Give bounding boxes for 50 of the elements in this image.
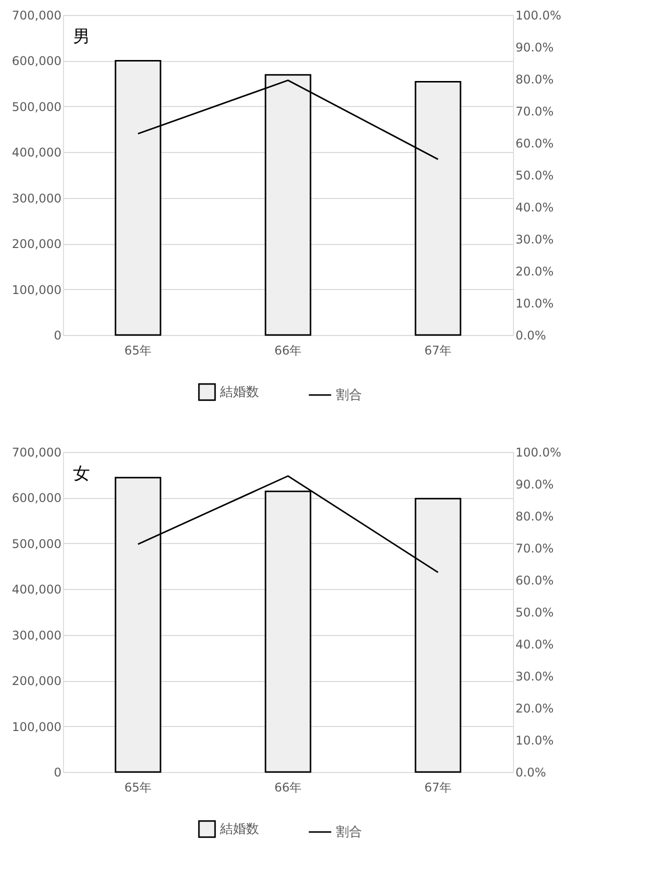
y2-tick-label: 0.0% xyxy=(516,766,546,780)
y2-tick-label: 70.0% xyxy=(516,542,554,556)
y2-tick-label: 40.0% xyxy=(516,200,554,214)
x-tick-label: 67年 xyxy=(424,780,452,794)
y-tick-label: 500,000 xyxy=(12,536,62,551)
y-tick-label: 600,000 xyxy=(12,54,62,68)
y2-tick-label: 20.0% xyxy=(516,264,554,278)
y2-tick-label: 80.0% xyxy=(516,510,554,524)
y2-tick-label: 80.0% xyxy=(516,72,554,86)
legend-label: 結婚数 xyxy=(219,822,259,837)
y2-tick-label: 100.0% xyxy=(516,446,562,460)
y-tick-label: 700,000 xyxy=(12,8,62,22)
y2-tick-label: 40.0% xyxy=(516,638,554,652)
y-tick-label: 400,000 xyxy=(12,146,62,160)
text: 男 xyxy=(73,27,90,47)
y-tick-label: 700,000 xyxy=(12,446,62,460)
y-tick-label: 0 xyxy=(54,328,62,342)
y-tick-label: 0 xyxy=(54,766,62,780)
y2-tick-label: 90.0% xyxy=(516,40,554,54)
y2-tick-label: 10.0% xyxy=(516,734,554,748)
y2-tick-label: 30.0% xyxy=(516,232,554,246)
y2-tick-label: 50.0% xyxy=(516,168,554,182)
y2-tick-label: 60.0% xyxy=(516,136,554,150)
y2-tick-label: 60.0% xyxy=(516,574,554,588)
y2-tick-label: 30.0% xyxy=(516,670,554,684)
y-tick-label: 500,000 xyxy=(12,100,62,114)
legend-label: 割合 xyxy=(336,388,362,403)
y2-tick-label: 50.0% xyxy=(516,606,554,620)
legend-label: 結婚数 xyxy=(219,385,259,400)
x-tick-label: 67年 xyxy=(424,344,452,358)
y2-tick-label: 100.0% xyxy=(516,8,562,22)
y2-tick-label: 10.0% xyxy=(516,296,554,310)
y-tick-label: 200,000 xyxy=(12,674,62,688)
y-tick-label: 600,000 xyxy=(12,491,62,506)
y2-tick-label: 20.0% xyxy=(516,702,554,716)
y2-tick-label: 0.0% xyxy=(516,328,546,342)
text: 女 xyxy=(73,464,90,484)
legend-label: 割合 xyxy=(336,825,362,840)
y2-tick-label: 70.0% xyxy=(516,104,554,118)
y-tick-label: 100,000 xyxy=(12,282,62,297)
x-tick-label: 65年 xyxy=(124,780,152,794)
y2-tick-label: 90.0% xyxy=(516,478,554,492)
y-tick-label: 400,000 xyxy=(12,582,62,597)
y-tick-label: 100,000 xyxy=(12,720,62,734)
y-tick-label: 300,000 xyxy=(12,191,62,206)
x-tick-label: 66年 xyxy=(274,780,302,794)
y-tick-label: 200,000 xyxy=(12,237,62,252)
x-tick-label: 65年 xyxy=(124,344,152,358)
y-tick-label: 300,000 xyxy=(12,628,62,642)
x-tick-label: 66年 xyxy=(274,344,302,358)
